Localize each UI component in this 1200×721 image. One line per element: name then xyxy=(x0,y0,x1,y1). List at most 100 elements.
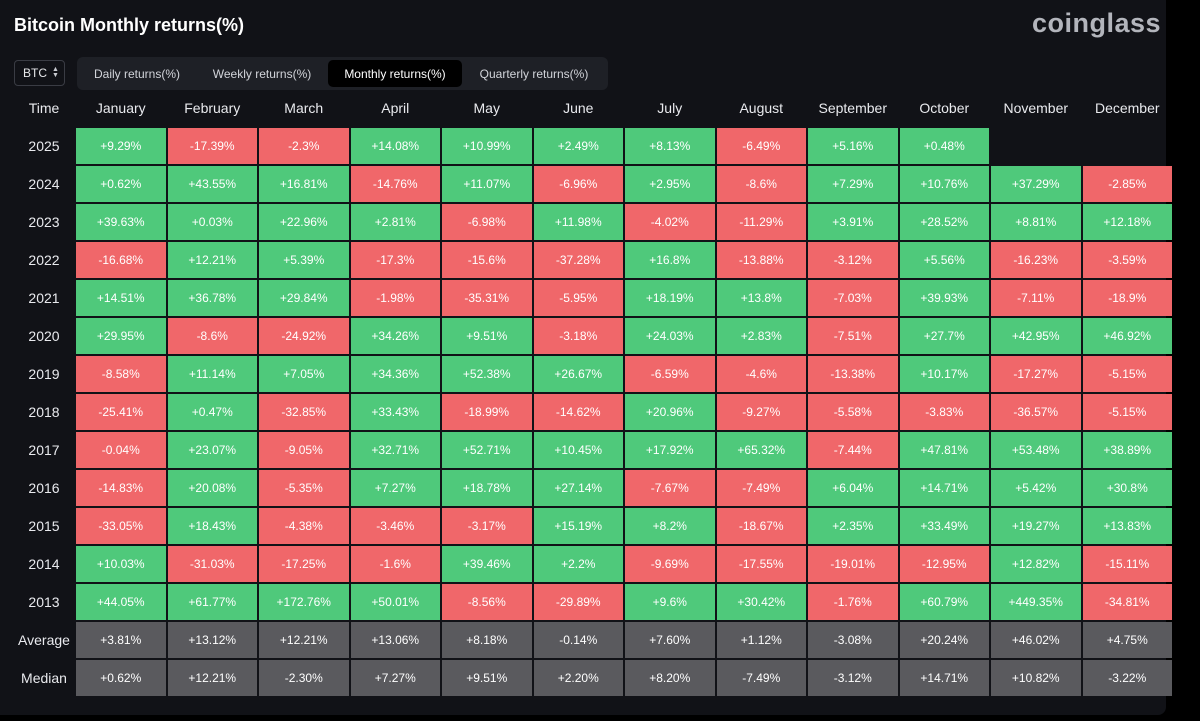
return-cell: +37.29% xyxy=(991,166,1081,203)
return-cell: +30.42% xyxy=(716,584,806,621)
return-cell: +32.71% xyxy=(350,432,440,469)
return-cell: +11.14% xyxy=(167,356,257,393)
return-cell: +20.08% xyxy=(167,470,257,507)
year-label: 2023 xyxy=(28,214,60,231)
return-cell: +11.07% xyxy=(442,166,532,203)
return-cell: -0.04% xyxy=(76,432,166,469)
return-cell: +0.47% xyxy=(167,394,257,431)
page-title: Bitcoin Monthly returns(%) xyxy=(14,15,244,35)
return-cell: +2.95% xyxy=(625,166,715,203)
return-cell: +44.05% xyxy=(76,584,166,621)
return-cell: +18.19% xyxy=(625,280,715,317)
return-cell: +20.96% xyxy=(625,394,715,431)
average-cell: -0.14% xyxy=(533,622,623,659)
average-cell: +3.81% xyxy=(76,622,166,659)
return-cell: -33.05% xyxy=(76,508,166,545)
return-cell: +0.62% xyxy=(76,166,166,203)
return-cell: +5.56% xyxy=(899,242,989,279)
return-cell: +33.49% xyxy=(899,508,989,545)
return-cell: +52.38% xyxy=(442,356,532,393)
tab-monthly-returns[interactable]: Monthly returns(%) xyxy=(328,60,462,87)
return-cell: +30.8% xyxy=(1082,470,1172,507)
return-cell: -2.85% xyxy=(1082,166,1172,203)
return-cell: +60.79% xyxy=(899,584,989,621)
return-cell: -13.38% xyxy=(808,356,898,393)
year-label: 2021 xyxy=(28,290,60,307)
return-cell: +6.04% xyxy=(808,470,898,507)
return-cell: +5.39% xyxy=(259,242,349,279)
return-cell: -31.03% xyxy=(167,546,257,583)
return-cell: +47.81% xyxy=(899,432,989,469)
return-cell: -9.27% xyxy=(716,394,806,431)
return-cell: -15.11% xyxy=(1082,546,1172,583)
return-cell: +18.43% xyxy=(167,508,257,545)
year-label: 2019 xyxy=(28,366,60,383)
month-column-header: February xyxy=(184,100,241,116)
median-cell: +9.51% xyxy=(442,660,532,697)
return-cell: +29.84% xyxy=(259,280,349,317)
return-cell: +53.48% xyxy=(991,432,1081,469)
return-cell: +14.08% xyxy=(350,128,440,165)
return-cell: -17.27% xyxy=(991,356,1081,393)
median-cell: -3.12% xyxy=(808,660,898,697)
return-cell: +11.98% xyxy=(533,204,623,241)
return-cell: -8.56% xyxy=(442,584,532,621)
median-cell: +2.20% xyxy=(533,660,623,697)
return-cell: -5.15% xyxy=(1082,356,1172,393)
median-cell: +8.20% xyxy=(625,660,715,697)
tab-daily-returns[interactable]: Daily returns(%) xyxy=(93,66,180,81)
return-cell: -4.6% xyxy=(716,356,806,393)
return-cell: -6.59% xyxy=(625,356,715,393)
return-cell: +39.63% xyxy=(76,204,166,241)
return-cell: +8.13% xyxy=(625,128,715,165)
median-cell: +7.27% xyxy=(350,660,440,697)
return-cell: -3.59% xyxy=(1082,242,1172,279)
return-cell: +12.18% xyxy=(1082,204,1172,241)
tab-quarterly-returns[interactable]: Quarterly returns(%) xyxy=(479,66,589,81)
return-cell: +12.21% xyxy=(167,242,257,279)
return-cell: +12.82% xyxy=(991,546,1081,583)
return-cell: +42.95% xyxy=(991,318,1081,355)
return-cell: -16.23% xyxy=(991,242,1081,279)
return-cell: +23.07% xyxy=(167,432,257,469)
return-cell: -18.9% xyxy=(1082,280,1172,317)
return-cell: +24.03% xyxy=(625,318,715,355)
return-cell: -16.68% xyxy=(76,242,166,279)
month-column-header: August xyxy=(739,100,784,116)
tab-weekly-returns[interactable]: Weekly returns(%) xyxy=(212,66,312,81)
return-cell: -8.6% xyxy=(716,166,806,203)
median-cell: +14.71% xyxy=(899,660,989,697)
year-label: 2013 xyxy=(28,594,60,611)
return-cell: +61.77% xyxy=(167,584,257,621)
return-cell: -29.89% xyxy=(533,584,623,621)
return-cell: -15.6% xyxy=(442,242,532,279)
return-cell: -3.17% xyxy=(442,508,532,545)
return-cell: +3.91% xyxy=(808,204,898,241)
return-cell: -7.03% xyxy=(808,280,898,317)
return-cell: -24.92% xyxy=(259,318,349,355)
return-cell: +52.71% xyxy=(442,432,532,469)
return-cell: +65.32% xyxy=(716,432,806,469)
return-cell: -3.46% xyxy=(350,508,440,545)
return-cell: -3.83% xyxy=(899,394,989,431)
return-cell: +39.46% xyxy=(442,546,532,583)
return-cell: -32.85% xyxy=(259,394,349,431)
return-cell: +27.7% xyxy=(899,318,989,355)
return-cell: -3.12% xyxy=(808,242,898,279)
return-cell: +172.76% xyxy=(259,584,349,621)
coin-select[interactable]: BTC ▲ ▼ xyxy=(14,60,65,86)
return-cell: +14.71% xyxy=(899,470,989,507)
month-column-header: May xyxy=(473,100,500,116)
month-column-header: October xyxy=(919,100,970,116)
return-cell: -17.39% xyxy=(167,128,257,165)
return-cell: +7.05% xyxy=(259,356,349,393)
return-cell: +2.49% xyxy=(533,128,623,165)
median-label: Median xyxy=(21,670,67,687)
return-cell: -2.3% xyxy=(259,128,349,165)
return-cell: -12.95% xyxy=(899,546,989,583)
return-cell: -6.98% xyxy=(442,204,532,241)
average-cell: +8.18% xyxy=(442,622,532,659)
median-cell: -3.22% xyxy=(1082,660,1172,697)
median-cell: -7.49% xyxy=(716,660,806,697)
